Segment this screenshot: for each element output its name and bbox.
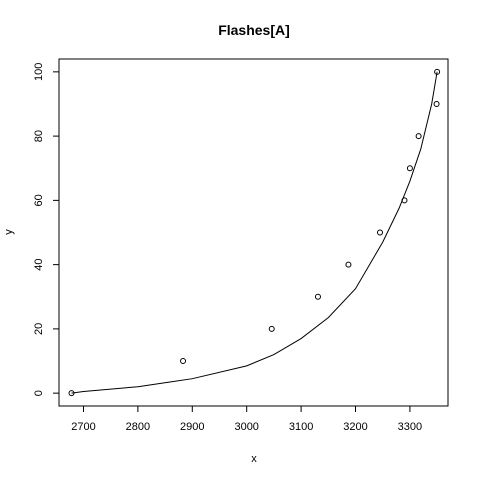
x-tick-label: 2700: [71, 421, 95, 433]
data-point: [68, 390, 75, 397]
data-point: [415, 133, 422, 140]
x-axis-label: x: [251, 453, 257, 465]
x-axis: 2700 2800 2900 3000 3100 3200 3300: [71, 406, 422, 433]
x-tick-label: 2800: [126, 421, 150, 433]
x-tick-label: 3300: [398, 421, 422, 433]
data-point: [434, 68, 441, 75]
y-tick-label: 80: [33, 130, 45, 142]
data-points: [68, 68, 441, 397]
data-point: [180, 358, 187, 365]
x-tick-label: 3100: [289, 421, 313, 433]
data-point: [268, 325, 275, 332]
y-axis-label: y: [3, 229, 15, 235]
y-axis: 0 20 40 60 80 100: [33, 63, 59, 396]
data-point: [345, 261, 352, 268]
y-tick-label: 100: [33, 63, 45, 81]
data-point: [406, 165, 413, 172]
x-tick-label: 3200: [343, 421, 367, 433]
plot-frame: [58, 58, 449, 407]
data-point: [314, 293, 321, 300]
y-tick-label: 40: [33, 259, 45, 271]
data-point: [401, 197, 408, 204]
y-tick-label: 20: [33, 323, 45, 335]
fitted-curve: [71, 71, 438, 394]
y-tick-label: 60: [33, 194, 45, 206]
chart-title: Flashes[A]: [218, 22, 290, 38]
data-point: [433, 100, 440, 107]
x-tick-label: 2900: [180, 421, 204, 433]
x-tick-label: 3000: [234, 421, 258, 433]
data-point: [376, 229, 383, 236]
y-tick-label: 0: [33, 390, 45, 396]
